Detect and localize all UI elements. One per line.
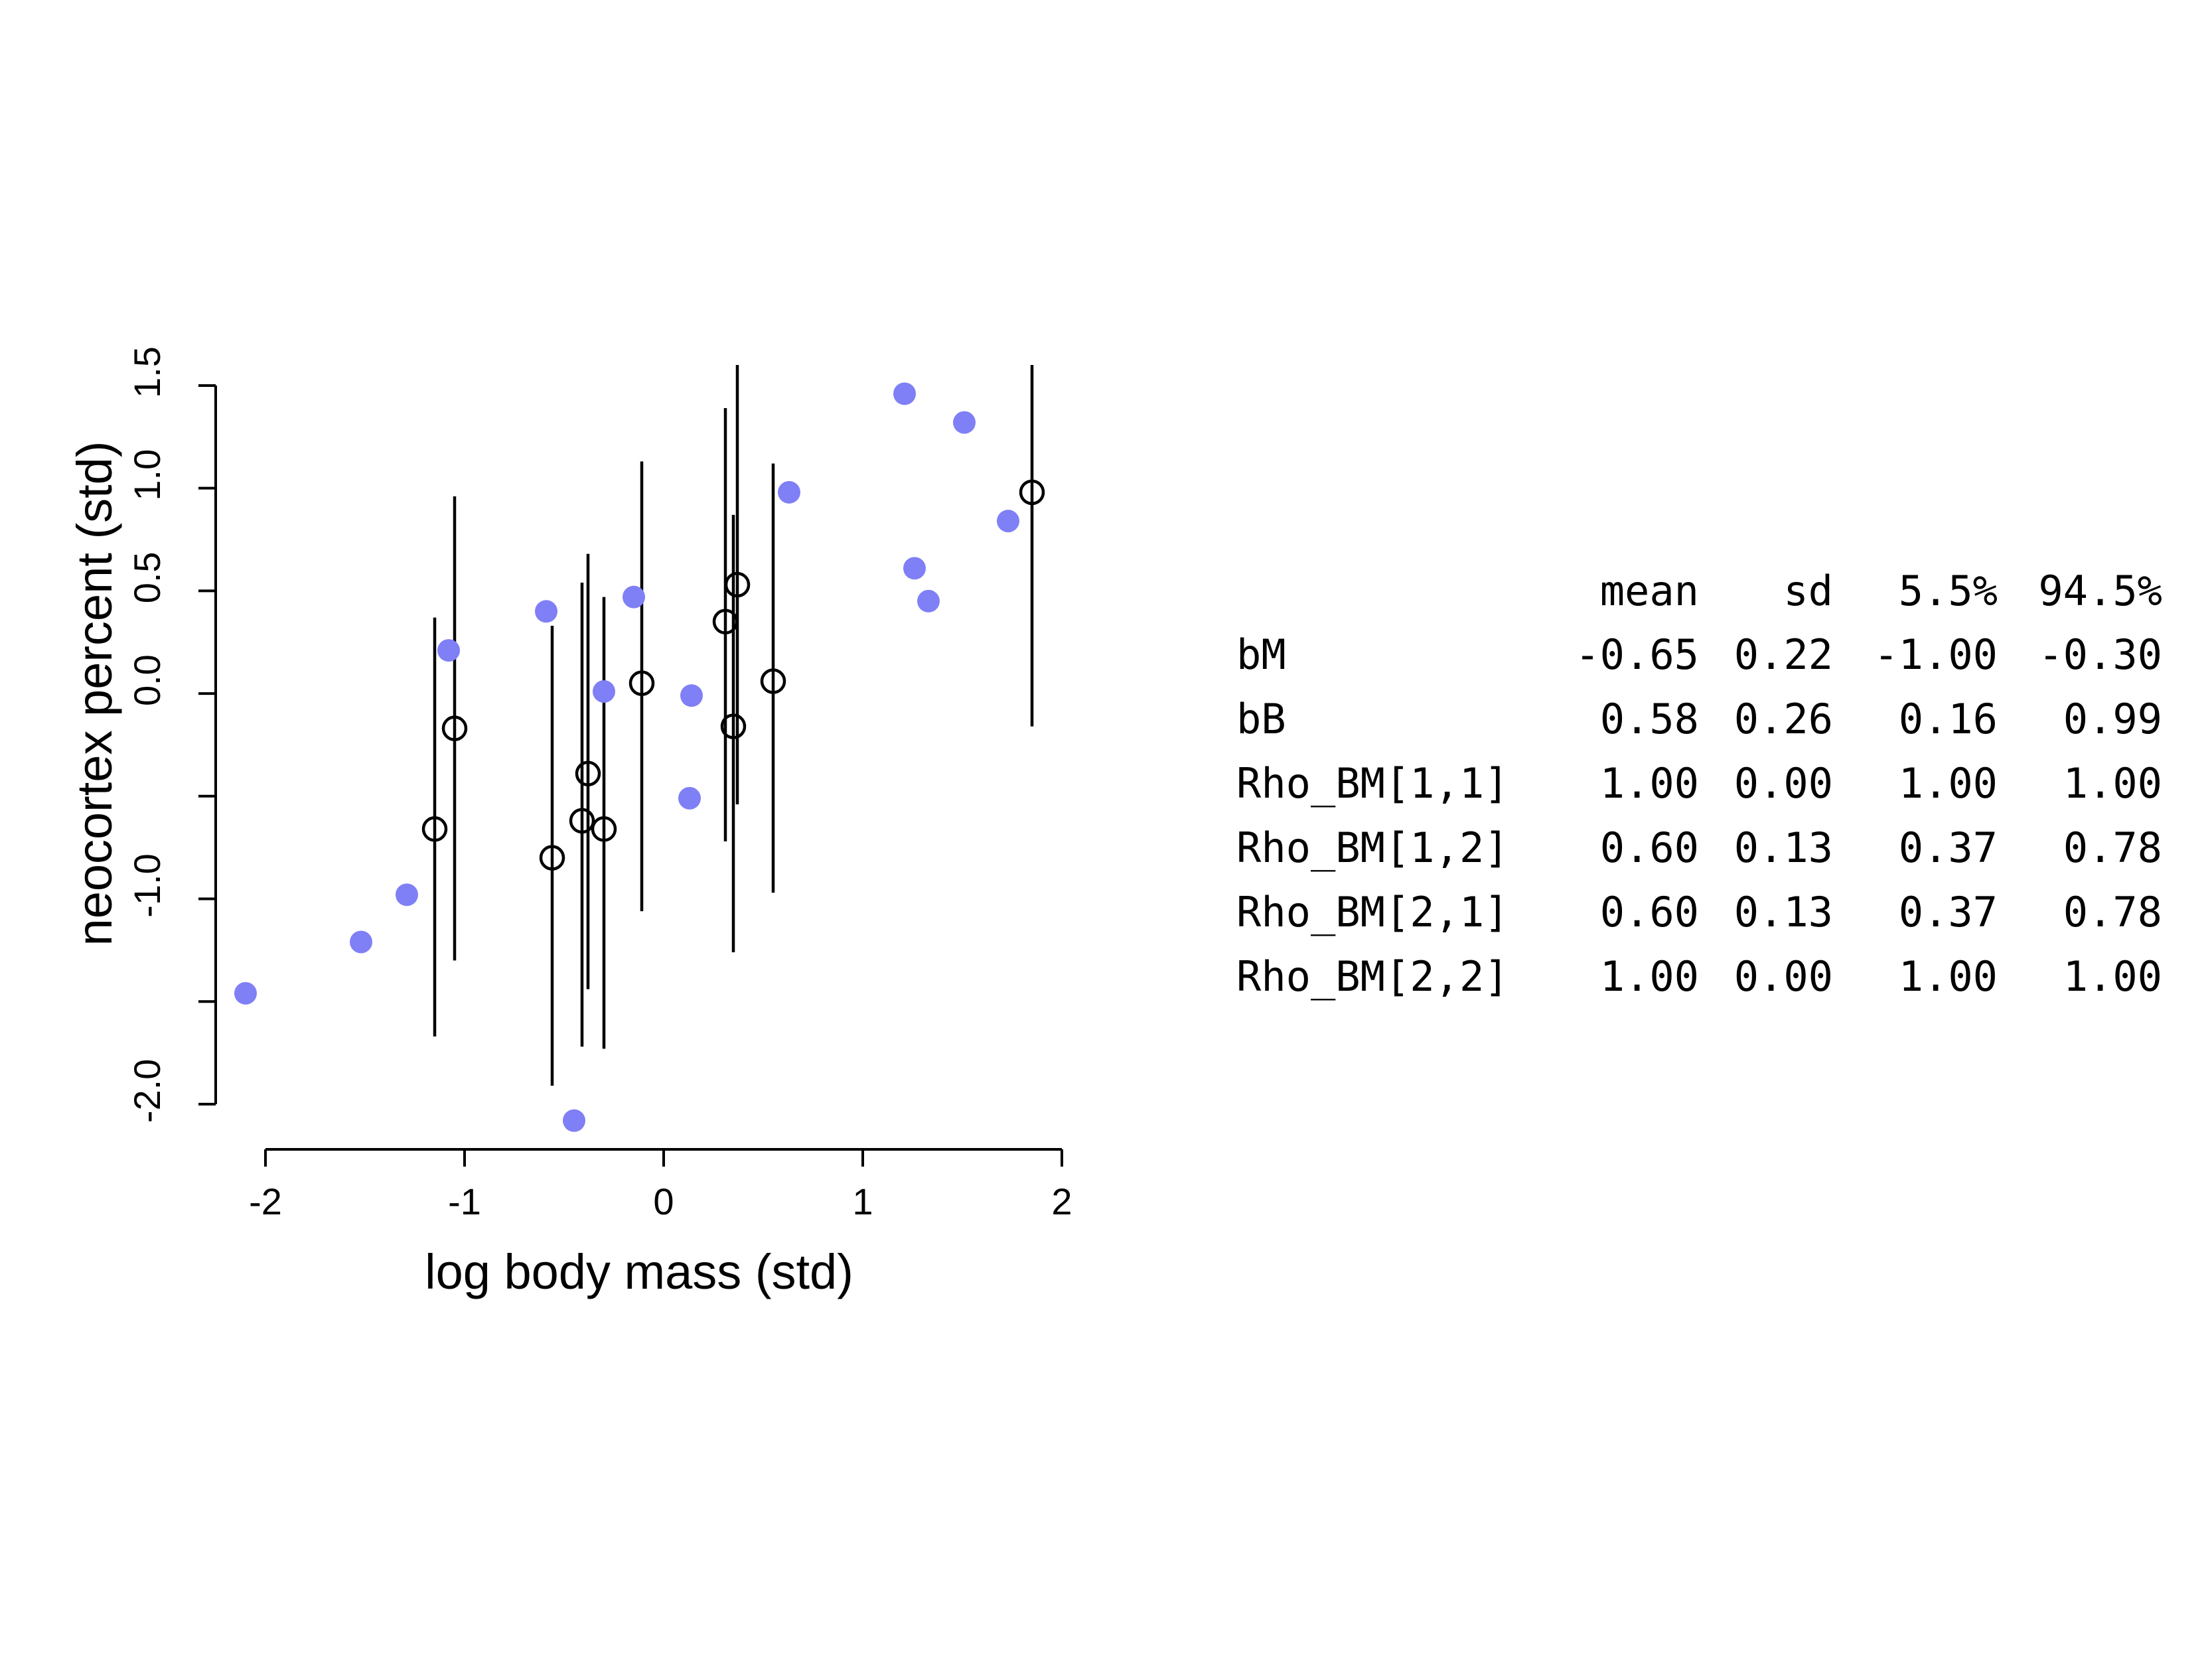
- table-cell: 0.37: [1899, 888, 1998, 936]
- table-cell: -1.00: [1874, 630, 1998, 679]
- table-cell: -0.65: [1575, 630, 1699, 679]
- imputed-point: [539, 845, 565, 871]
- imputed-point: [441, 715, 468, 741]
- table-cell: 0.13: [1734, 824, 1833, 872]
- imputed-point: [712, 609, 739, 635]
- summary-table: mean sd 5.5% 94.5% bM -0.65 0.22 -1.00 -0.30 bB 0.…: [1236, 567, 2162, 1001]
- imputed-point: [760, 668, 786, 694]
- imputed-point: [569, 808, 595, 834]
- table-header: sd: [1783, 567, 1833, 615]
- table-cell: 0.37: [1899, 824, 1998, 872]
- observed-point: [997, 510, 1019, 533]
- table-row-name: Rho_BM[2,1]: [1236, 888, 1509, 936]
- table-header: 94.5%: [2038, 567, 2162, 615]
- table-cell: 1.00: [1899, 952, 1998, 1001]
- x-axis-title: log body mass (std): [425, 1244, 853, 1299]
- table-row-name: Rho_BM[1,2]: [1236, 824, 1509, 872]
- y-tick-label: -2.0: [126, 1059, 168, 1123]
- table-header: mean: [1600, 567, 1699, 615]
- imputed-point: [421, 816, 448, 842]
- y-tick-label: 1.5: [126, 346, 168, 398]
- observed-point: [953, 411, 976, 434]
- observed-point: [535, 600, 557, 623]
- table-cell: 0.78: [2063, 888, 2162, 936]
- table-row-name: Rho_BM[2,2]: [1236, 952, 1509, 1001]
- imputed-point: [724, 571, 751, 598]
- observed-point: [396, 883, 418, 906]
- table-cell: 0.60: [1600, 824, 1699, 872]
- table-cell: 1.00: [2063, 952, 2162, 1001]
- observed-point: [563, 1109, 585, 1132]
- table-cell: 0.00: [1734, 952, 1833, 1001]
- observed-point: [623, 585, 645, 609]
- observed-point: [778, 480, 800, 504]
- table-cell: 0.58: [1600, 695, 1699, 743]
- table-cell: 0.00: [1734, 759, 1833, 808]
- imputed-point: [628, 670, 655, 696]
- table-cell: 1.00: [1600, 952, 1699, 1001]
- observed-point: [437, 639, 460, 662]
- table-cell: 0.22: [1734, 630, 1833, 679]
- table-row-name: Rho_BM[1,1]: [1236, 759, 1509, 808]
- imputed-point: [1019, 479, 1045, 506]
- x-tick-label: -2: [249, 1181, 282, 1222]
- table-row-name: bM: [1236, 630, 1286, 679]
- imputed-point: [575, 760, 601, 787]
- table-cell: 1.00: [1899, 759, 1998, 808]
- imputed-point: [720, 713, 747, 739]
- table-cell: -0.30: [2038, 630, 2162, 679]
- observed-point: [234, 981, 257, 1005]
- observed-point: [593, 680, 615, 703]
- x-tick-label: -1: [448, 1181, 481, 1222]
- y-tick-label: 0.0: [126, 654, 168, 706]
- table-cell: 0.13: [1734, 888, 1833, 936]
- axes: -2 -1 0 1 2 -2.0 -1.0 0.0 0.5 1.0 1.5: [126, 346, 1072, 1222]
- table-header: 5.5%: [1899, 567, 1998, 615]
- table-cell: 1.00: [2063, 759, 2162, 808]
- x-tick-label: 0: [653, 1181, 674, 1222]
- y-tick-label: -1.0: [126, 853, 168, 918]
- table-row-name: bB: [1236, 695, 1286, 743]
- x-tick-label: 2: [1051, 1181, 1072, 1222]
- observed-point: [678, 786, 701, 810]
- observed-point: [350, 930, 372, 954]
- observed-point: [917, 589, 940, 613]
- observed-point: [893, 382, 916, 405]
- x-tick-label: 1: [852, 1181, 873, 1222]
- table-cell: 1.00: [1600, 759, 1699, 808]
- table-cell: 0.60: [1600, 888, 1699, 936]
- imputed-point: [591, 816, 617, 842]
- observed-point: [903, 557, 926, 580]
- table-cell: 0.78: [2063, 824, 2162, 872]
- data-marks: [234, 365, 1045, 1132]
- table-cell: 0.99: [2063, 695, 2162, 743]
- table-cell: 0.16: [1899, 695, 1998, 743]
- observed-point: [680, 684, 703, 707]
- y-tick-label: 1.0: [126, 449, 168, 501]
- y-tick-label: 0.5: [126, 551, 168, 603]
- y-axis-title: neocortex percent (std): [67, 441, 122, 946]
- table-cell: 0.26: [1734, 695, 1833, 743]
